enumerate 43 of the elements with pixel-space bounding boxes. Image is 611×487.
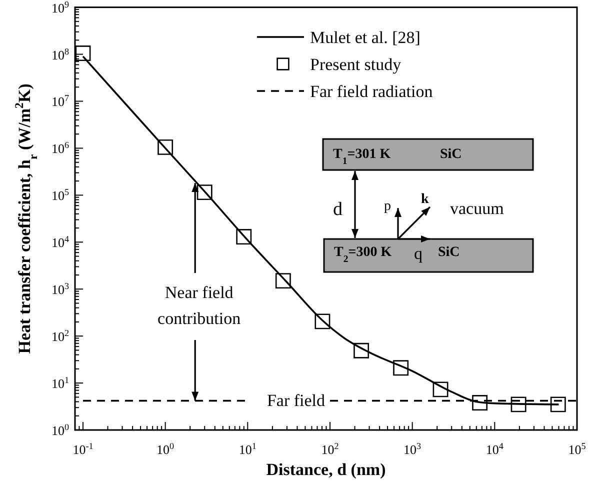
y-tick-label: 10$^{4}$ <box>51 234 70 250</box>
legend-label: Mulet et al. [28] <box>310 28 420 47</box>
annotation: SiC <box>440 147 462 162</box>
y-tick-label: 10$^{2}$ <box>51 328 70 344</box>
legend-label: Far field radiation <box>310 82 434 101</box>
x-tick-label: 10$^{2}$ <box>321 441 340 457</box>
annotation: Near field contribution <box>158 283 242 328</box>
x-tick-label: 10$^{4}$ <box>486 441 504 457</box>
point <box>314 314 330 330</box>
y-tick-label: 10$^{5}$ <box>51 187 70 204</box>
y-tick-label: 10$^{7}$ <box>51 93 70 110</box>
point <box>196 184 212 200</box>
x-tick-label: 10$^{3}$ <box>404 441 422 457</box>
y-tick-label: 10$^{1}$ <box>51 375 69 392</box>
x-tick-label: 10$^{0}$ <box>156 441 175 457</box>
point <box>510 396 526 412</box>
annotation: k <box>421 192 429 207</box>
x-axis-title: Distance, d (nm) <box>266 460 386 479</box>
x-tick-label: 10$^{5}$ <box>568 441 586 457</box>
annotation: Far field <box>266 391 326 410</box>
y-tick-label: 10$^{8}$ <box>51 46 70 62</box>
point <box>472 395 488 410</box>
point <box>236 229 252 245</box>
x-tick-label: 10$^{1}$ <box>238 441 256 457</box>
y-tick-label: 10$^{0}$ <box>51 422 70 438</box>
annotation: SiC <box>438 245 460 260</box>
point <box>354 342 370 358</box>
annotation: d <box>333 199 343 220</box>
y-tick-label: 10$^{6}$ <box>51 140 70 156</box>
annotation: q <box>414 244 423 263</box>
point <box>158 139 174 155</box>
point <box>275 273 291 289</box>
annotation: T$_{1}$=301 K <box>333 147 391 166</box>
y-tick-label: 10$^{9}$ <box>51 0 70 16</box>
point <box>393 360 409 376</box>
point <box>432 382 448 398</box>
legend-label: Present study <box>310 55 402 74</box>
x-tick-label: 10$^{-1}$ <box>72 441 94 457</box>
annotation: vacuum <box>450 199 504 218</box>
annotation: p <box>384 199 391 214</box>
y-tick-label: 10$^{3}$ <box>51 281 70 298</box>
point <box>550 396 566 412</box>
annotation: T$_{2}$=300 K <box>334 245 392 264</box>
